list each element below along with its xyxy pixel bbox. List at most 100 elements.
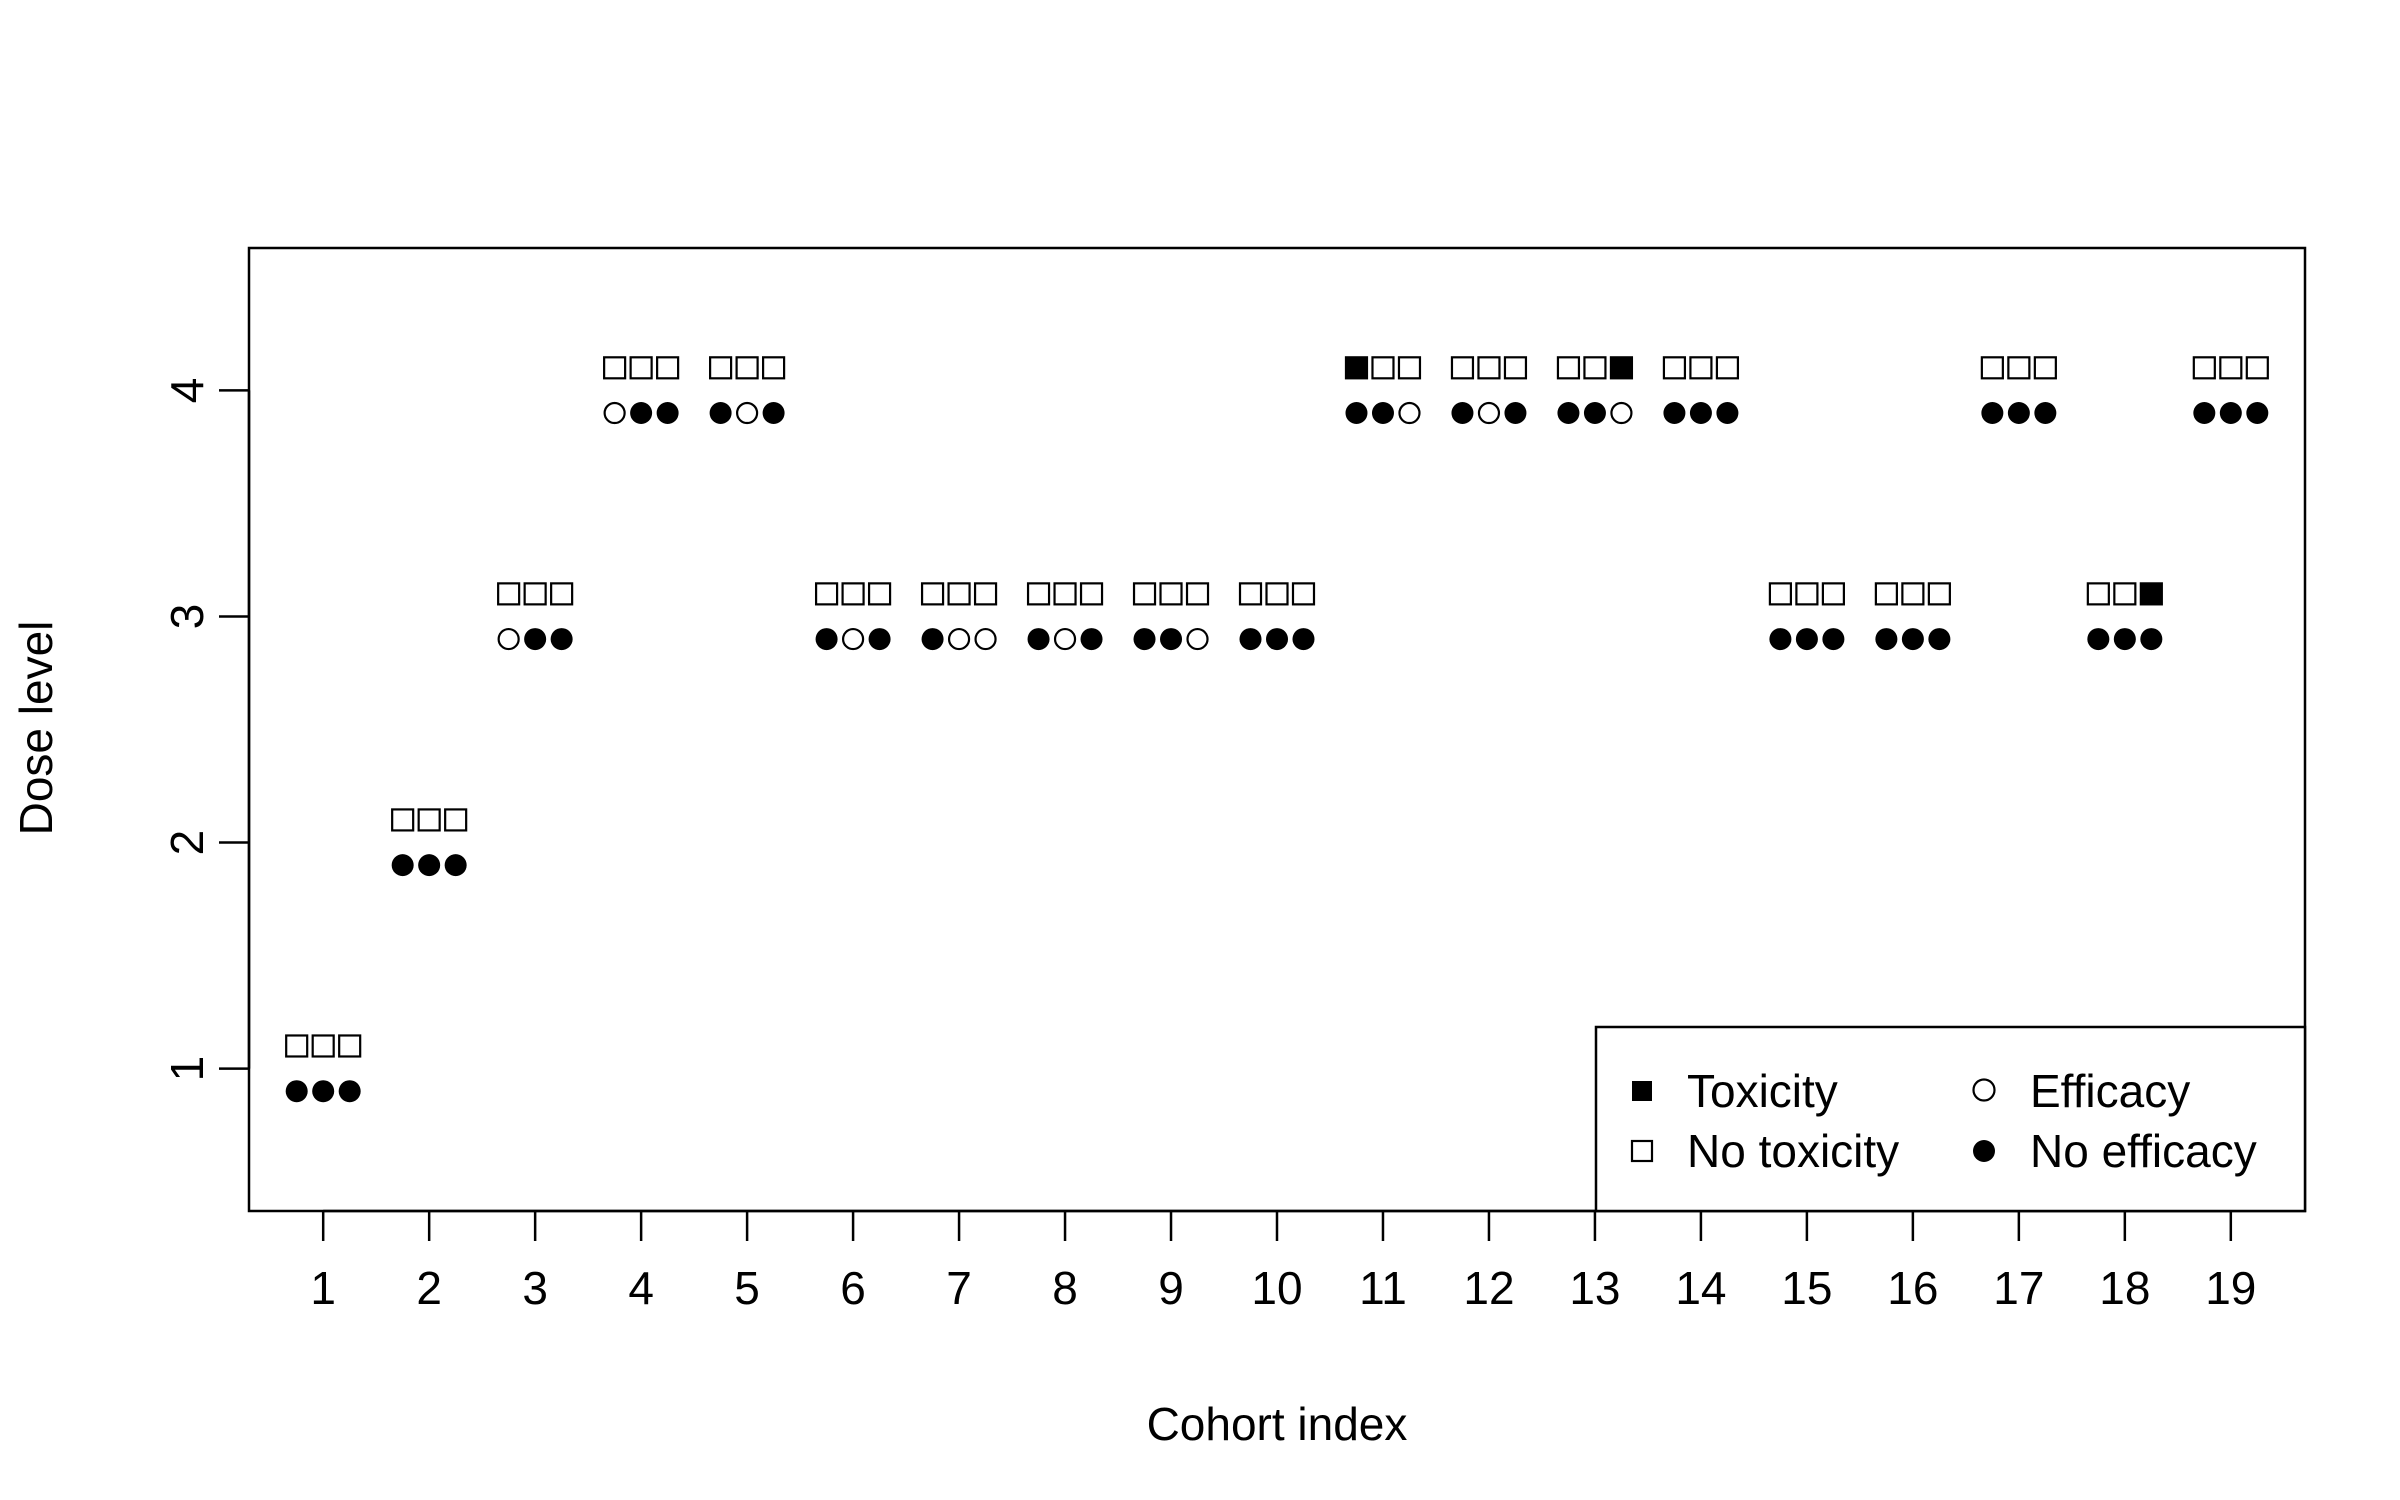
x-tick-label: 19 <box>2205 1262 2256 1314</box>
no-toxicity-marker <box>1689 356 1713 380</box>
filled-square-icon <box>1632 1081 1652 1101</box>
no-toxicity-marker <box>1079 582 1104 606</box>
toxicity-marker <box>2139 582 2163 606</box>
y-tick-label: 1 <box>161 1056 213 1082</box>
no-efficacy-marker <box>1716 402 1739 425</box>
x-tick-label: 14 <box>1675 1262 1726 1314</box>
no-efficacy-marker <box>1663 402 1686 425</box>
efficacy-marker <box>1477 401 1501 425</box>
cohort-19-marks <box>2192 356 2269 425</box>
no-efficacy-marker <box>1769 628 1792 651</box>
no-efficacy-marker <box>1451 402 1474 425</box>
legend-box <box>1594 1025 2307 1213</box>
no-toxicity-marker <box>391 808 415 832</box>
cohort-5-marks <box>709 356 786 425</box>
no-efficacy-marker <box>630 402 653 425</box>
no-efficacy-marker <box>312 1080 335 1103</box>
no-toxicity-marker <box>1662 356 1687 380</box>
x-tick-label: 10 <box>1251 1262 1302 1314</box>
no-toxicity-marker <box>311 1034 335 1058</box>
no-toxicity-marker <box>920 582 945 606</box>
legend-item-toxicity: Toxicity <box>1632 1065 1838 1117</box>
no-efficacy-marker <box>1160 628 1183 651</box>
x-tick-label: 16 <box>1887 1262 1938 1314</box>
no-efficacy-marker <box>1928 628 1951 651</box>
no-toxicity-marker <box>1583 356 1607 380</box>
no-toxicity-marker <box>2033 356 2057 380</box>
no-toxicity-marker <box>2219 356 2243 380</box>
no-toxicity-marker <box>444 808 468 832</box>
no-toxicity-marker <box>2007 356 2031 380</box>
legend: Toxicity Efficacy No toxicity No efficac… <box>1594 1025 2307 1213</box>
no-toxicity-marker <box>1265 582 1289 606</box>
toxicity-marker <box>1609 356 1634 380</box>
no-toxicity-marker <box>1874 582 1898 606</box>
no-efficacy-marker <box>1981 402 2004 425</box>
no-toxicity-marker <box>2086 582 2110 606</box>
x-tick-label: 5 <box>734 1262 760 1314</box>
no-toxicity-marker <box>2245 356 2269 380</box>
no-toxicity-marker <box>1291 582 1316 606</box>
no-toxicity-marker <box>2113 582 2137 606</box>
no-toxicity-marker <box>1768 582 1793 606</box>
no-toxicity-marker <box>1980 356 2004 380</box>
no-toxicity-marker <box>338 1034 362 1058</box>
legend-item-efficacy: Efficacy <box>1972 1065 2190 1117</box>
no-efficacy-marker <box>2034 402 2057 425</box>
x-tick-label: 18 <box>2099 1262 2150 1314</box>
no-efficacy-marker <box>2246 402 2269 425</box>
no-toxicity-marker <box>603 356 627 380</box>
x-tick-label: 11 <box>1359 1262 1407 1314</box>
x-tick-label: 4 <box>628 1262 654 1314</box>
no-toxicity-marker <box>550 582 574 606</box>
no-efficacy-marker <box>1266 628 1288 651</box>
no-efficacy-marker <box>1795 628 1818 651</box>
no-efficacy-marker <box>1027 628 1050 651</box>
cohort-13-marks <box>1556 356 1634 425</box>
no-toxicity-marker <box>841 582 865 606</box>
legend-label-no-toxicity: No toxicity <box>1687 1125 1899 1177</box>
no-efficacy-marker <box>1504 402 1527 425</box>
cohort-15-marks <box>1768 582 1845 651</box>
no-efficacy-marker <box>391 854 414 877</box>
efficacy-marker <box>974 627 997 651</box>
x-tick-label: 7 <box>946 1262 972 1314</box>
no-toxicity-marker <box>2192 356 2216 380</box>
filled-circle-icon <box>1973 1140 1995 1162</box>
no-toxicity-marker <box>1371 356 1395 380</box>
y-axis: 1 2 3 4 <box>161 378 251 1082</box>
no-efficacy-marker <box>1583 402 1606 425</box>
cohort-7-marks <box>920 582 998 651</box>
no-efficacy-marker <box>1901 628 1924 651</box>
no-toxicity-marker <box>1159 582 1183 606</box>
efficacy-marker <box>736 401 759 425</box>
efficacy-marker <box>1610 401 1633 425</box>
no-toxicity-marker <box>1477 356 1501 380</box>
no-efficacy-marker <box>1292 628 1315 651</box>
x-axis-label: Cohort index <box>1147 1398 1408 1450</box>
y-tick-label: 2 <box>161 830 213 856</box>
no-toxicity-marker <box>1927 582 1951 606</box>
no-toxicity-marker <box>497 582 521 606</box>
no-toxicity-marker <box>1556 356 1581 380</box>
no-efficacy-marker <box>1345 402 1368 425</box>
open-circle-icon <box>1972 1078 1996 1102</box>
cohort-9-marks <box>1132 582 1210 651</box>
cohort-1-marks <box>285 1034 362 1103</box>
x-tick-label: 12 <box>1463 1262 1514 1314</box>
no-efficacy-marker <box>2113 628 2136 651</box>
efficacy-marker <box>1053 627 1077 651</box>
no-efficacy-marker <box>2140 628 2163 651</box>
efficacy-marker <box>841 627 865 651</box>
no-efficacy-marker <box>762 402 785 425</box>
no-efficacy-marker <box>1875 628 1898 651</box>
no-efficacy-marker <box>1822 628 1845 651</box>
x-axis: 1 2 3 4 5 6 7 8 9 10 11 12 13 14 15 16 17 18 19 <box>310 1209 2256 1314</box>
efficacy-marker <box>1186 627 1209 651</box>
x-tick-label: 13 <box>1569 1262 1620 1314</box>
x-tick-label: 2 <box>416 1262 442 1314</box>
no-efficacy-marker <box>1133 628 1156 651</box>
cohort-11-marks <box>1344 356 1422 425</box>
